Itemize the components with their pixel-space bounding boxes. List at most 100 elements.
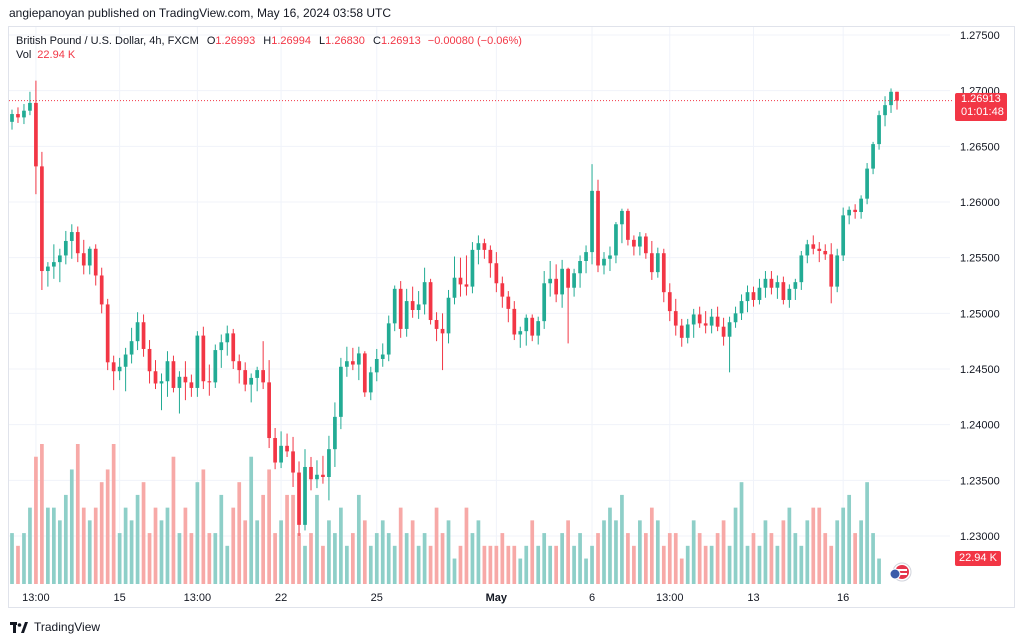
candle-body	[321, 474, 325, 477]
candle-body	[739, 301, 744, 314]
chart-frame	[8, 26, 1015, 608]
volume-bar	[422, 533, 427, 584]
volume-bar	[835, 520, 840, 584]
y-tick-label: 1.26500	[960, 141, 1000, 153]
volume-bar	[626, 533, 630, 584]
volume-bar	[446, 520, 451, 584]
candle-body	[141, 322, 146, 349]
candle-body	[392, 288, 397, 324]
candle-body	[434, 320, 439, 329]
candle-body	[147, 348, 152, 372]
candle-body	[57, 255, 62, 263]
candle-body	[805, 244, 810, 256]
candle-body	[111, 362, 116, 372]
volume-bar	[524, 545, 529, 584]
candle-body	[889, 91, 893, 106]
volume-legend: Vol 22.94 K	[16, 49, 75, 61]
volume-bar	[404, 533, 409, 584]
candle-body	[811, 244, 816, 249]
volume-bar	[865, 482, 869, 584]
candle-body	[398, 288, 403, 329]
volume-bar	[225, 545, 230, 584]
candle-body	[470, 249, 475, 287]
close-value: 1.26913	[380, 35, 421, 47]
volume-bar	[560, 533, 564, 584]
candle-body	[159, 381, 164, 384]
candle-body	[673, 311, 678, 326]
candle-body	[877, 115, 881, 145]
candle-body	[703, 323, 708, 326]
candle-body	[171, 361, 176, 388]
candle-body	[548, 278, 553, 284]
volume-bar	[745, 545, 750, 584]
candle-body	[518, 331, 523, 335]
volume-bar	[147, 533, 152, 584]
volume-bar	[356, 494, 361, 584]
volume-bar	[183, 507, 188, 584]
volume-bar	[28, 507, 32, 584]
candle-body	[69, 232, 74, 241]
volume-bar	[57, 520, 62, 584]
volume-bar	[817, 507, 822, 584]
volume-bar	[763, 520, 768, 584]
volume-bar	[739, 482, 744, 584]
candle-body	[685, 324, 690, 338]
candle-body	[231, 333, 236, 362]
open-label: O	[206, 35, 216, 47]
candle-body	[440, 328, 445, 334]
candle-body	[488, 249, 493, 264]
candle-body	[368, 372, 373, 393]
chart-grid	[9, 27, 950, 584]
volume-bar	[847, 494, 852, 584]
volume-bar	[285, 494, 289, 584]
volume-bar	[643, 533, 648, 584]
volume-bar	[805, 520, 810, 584]
candle-body	[297, 472, 301, 525]
candle-body	[189, 382, 194, 388]
candle-body	[865, 168, 869, 199]
candle-body	[452, 277, 457, 298]
footer: TradingView	[10, 620, 100, 634]
candle-body	[243, 370, 248, 385]
candle-body	[165, 361, 170, 382]
candle-body	[183, 376, 188, 383]
candle-body	[835, 255, 840, 287]
chart-legend: British Pound / U.S. Dollar, 4h, FXCM O1…	[16, 33, 522, 49]
candle-body	[542, 283, 547, 322]
candle-body	[859, 198, 863, 213]
volume-bar	[476, 520, 481, 584]
candle-body	[763, 278, 768, 288]
volume-bar	[22, 533, 26, 584]
candle-body	[578, 261, 582, 274]
candle-body	[524, 317, 529, 332]
candle-body	[590, 190, 594, 253]
volume-bar	[548, 545, 553, 584]
candle-body	[620, 210, 624, 225]
candle-body	[303, 466, 307, 525]
candle-body	[745, 292, 750, 302]
candle-body	[63, 240, 68, 256]
volume-bar	[709, 545, 714, 584]
candle-body	[572, 273, 576, 288]
candle-body	[817, 248, 822, 251]
candle-body	[841, 215, 846, 256]
volume-bar	[333, 533, 337, 584]
volume-bar	[237, 482, 242, 584]
volume-bar	[715, 533, 720, 584]
y-tick-label: 1.24000	[960, 420, 1000, 432]
candle-body	[775, 282, 780, 288]
flag-icon[interactable]	[888, 562, 914, 582]
candle-body	[422, 282, 427, 305]
x-tick-label: 13:00	[656, 592, 684, 604]
candle-body	[757, 287, 762, 300]
volume-bar	[392, 545, 397, 584]
candle-body	[793, 282, 798, 289]
candle-body	[28, 102, 32, 111]
volume-bar	[380, 520, 385, 584]
volume-bar	[691, 520, 696, 584]
volume-bar	[386, 533, 391, 584]
candle-body	[279, 445, 283, 463]
candle-body	[829, 254, 834, 287]
candle-body	[787, 288, 792, 300]
